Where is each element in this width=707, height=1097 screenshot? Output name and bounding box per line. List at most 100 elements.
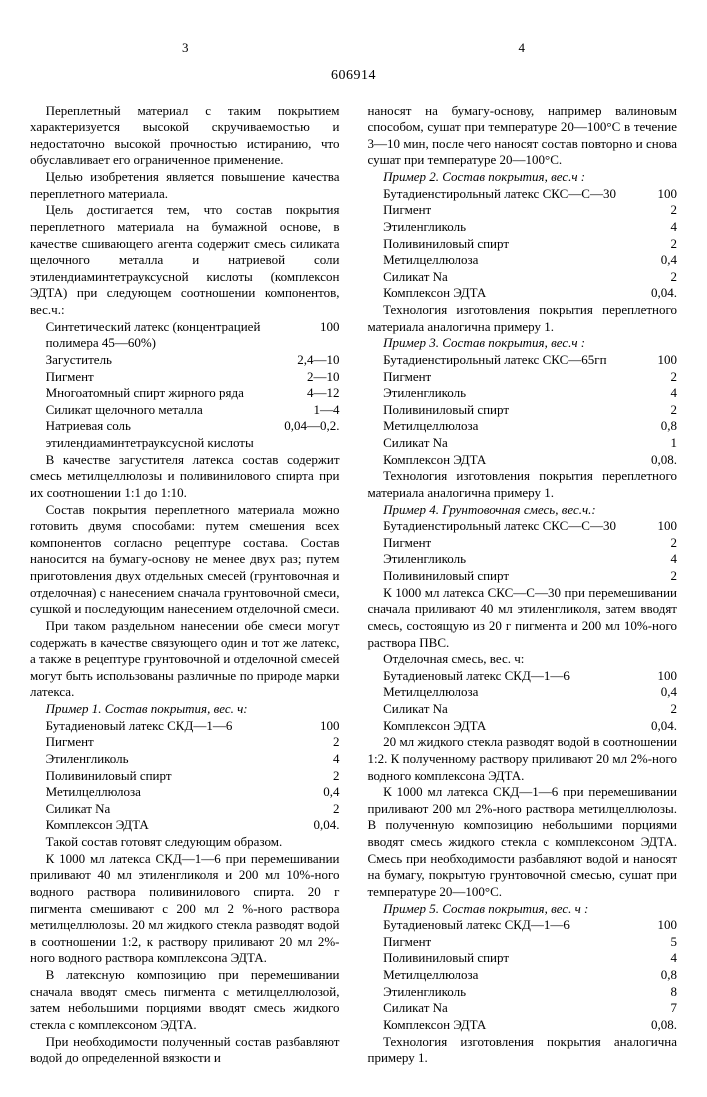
formula-label: Метилцеллюлоза — [383, 252, 661, 269]
formula-row: Пигмент2 — [368, 202, 678, 219]
formula-label: Бутадиеновый латекс СКД—1—6 — [383, 668, 657, 685]
formula-row: Силикат Na2 — [30, 801, 340, 818]
formula-value: 4 — [671, 551, 678, 568]
formula-row: Пигмент2 — [368, 535, 678, 552]
formula-row: Комплексон ЭДТА0,04. — [368, 718, 678, 735]
formula-label: Натриевая соль этилендиаминтетрауксусной… — [46, 418, 285, 451]
example-title: Пример 3. Состав покрытия, вес.ч : — [368, 335, 678, 352]
formula-row: Комплексон ЭДТА0,08. — [368, 1017, 678, 1034]
formula-row: Бутадиеновый латекс СКД—1—6100 — [368, 917, 678, 934]
formula-row: Бутадиеновый латекс СКД—1—6100 — [30, 718, 340, 735]
formula-row: Силикат Na7 — [368, 1000, 678, 1017]
formula-row: Пигмент2—10 — [30, 369, 340, 386]
formula-label: Пигмент — [383, 202, 670, 219]
formula-value: 2 — [671, 369, 678, 386]
example-title: Пример 2. Состав покрытия, вес.ч : — [368, 169, 678, 186]
formula-value: 0,4 — [323, 784, 339, 801]
formula-block: Бутадиеновый латекс СКД—1—6100Пигмент5По… — [368, 917, 678, 1033]
formula-value: 0,04. — [314, 817, 340, 834]
formula-label: Поливиниловый спирт — [46, 768, 333, 785]
para: Отделочная смесь, вес. ч: — [368, 651, 678, 668]
formula-row: Пигмент2 — [30, 734, 340, 751]
formula-value: 0,4 — [661, 684, 677, 701]
para: При необходимости полученный состав разб… — [30, 1034, 340, 1067]
formula-row: Комплексон ЭДТА0,04. — [30, 817, 340, 834]
para: Целью изобретения является повышение кач… — [30, 169, 340, 202]
example-title: Пример 1. Состав покрытия, вес. ч: — [30, 701, 340, 718]
formula-label: Метилцеллюлоза — [383, 684, 661, 701]
formula-label: Бутадиенстирольный латекс СКС—65гп — [383, 352, 657, 369]
formula-value: 0,04—0,2. — [284, 418, 339, 451]
formula-row: Метилцеллюлоза0,4 — [368, 684, 678, 701]
para: Состав покрытия переплетного материала м… — [30, 502, 340, 618]
formula-row: Поливиниловый спирт4 — [368, 950, 678, 967]
formula-label: Этиленгликоль — [46, 751, 333, 768]
formula-value: 1 — [671, 435, 678, 452]
formula-label: Многоатомный спирт жирного ряда — [46, 385, 307, 402]
formula-label: Этиленгликоль — [383, 984, 670, 1001]
formula-value: 0,04. — [651, 718, 677, 735]
para: К 1000 мл латекса СКД—1—6 при перемешива… — [30, 851, 340, 967]
formula-row: Бутадиенстирольный латекс СКС—С—30100 — [368, 186, 678, 203]
formula-row: Пигмент2 — [368, 369, 678, 386]
formula-value: 2 — [333, 768, 340, 785]
formula-value: 100 — [658, 917, 678, 934]
formula-value: 100 — [658, 186, 678, 203]
formula-value: 7 — [671, 1000, 678, 1017]
para: Технология изготовления покрытия аналоги… — [368, 1034, 678, 1067]
para: Технология изготовления покрытия перепле… — [368, 302, 678, 335]
formula-row: Силикат щелочного металла1—4 — [30, 402, 340, 419]
formula-label: Загуститель — [46, 352, 298, 369]
formula-value: 1—4 — [314, 402, 340, 419]
formula-row: Метилцеллюлоза0,8 — [368, 418, 678, 435]
formula-value: 2,4—10 — [297, 352, 339, 369]
formula-label: Метилцеллюлоза — [383, 418, 661, 435]
formula-value: 2 — [671, 535, 678, 552]
formula-block: Синтетический латекс (концентрацией поли… — [30, 319, 340, 452]
para: Такой состав готовят следующим образом. — [30, 834, 340, 851]
formula-value: 4—12 — [307, 385, 340, 402]
formula-label: Бутадиенстирольный латекс СКС—С—30 — [383, 518, 657, 535]
formula-row: Бутадиенстирольный латекс СКС—65гп100 — [368, 352, 678, 369]
para: При таком раздельном нанесении обе смеси… — [30, 618, 340, 701]
formula-label: Бутадиенстирольный латекс СКС—С—30 — [383, 186, 657, 203]
formula-label: Этиленгликоль — [383, 219, 670, 236]
para: К 1000 мл латекса СКС—С—30 при перемешив… — [368, 585, 678, 652]
formula-row: Метилцеллюлоза0,8 — [368, 967, 678, 984]
formula-row: Синтетический латекс (концентрацией поли… — [30, 319, 340, 352]
formula-row: Метилцеллюлоза0,4 — [368, 252, 678, 269]
formula-row: Этиленгликоль4 — [30, 751, 340, 768]
formula-value: 2 — [671, 701, 678, 718]
formula-label: Синтетический латекс (концентрацией поли… — [46, 319, 320, 352]
formula-value: 100 — [658, 518, 678, 535]
formula-label: Бутадиеновый латекс СКД—1—6 — [46, 718, 320, 735]
formula-row: Загуститель2,4—10 — [30, 352, 340, 369]
para: наносят на бумагу-основу, например валин… — [368, 103, 678, 170]
formula-label: Поливиниловый спирт — [383, 402, 670, 419]
formula-value: 4 — [671, 219, 678, 236]
formula-value: 100 — [320, 319, 340, 352]
formula-label: Этиленгликоль — [383, 385, 670, 402]
formula-block: Бутадиеновый латекс СКД—1—6100Пигмент2Эт… — [30, 718, 340, 834]
formula-label: Пигмент — [383, 934, 670, 951]
formula-label: Силикат Na — [383, 269, 670, 286]
formula-row: Силикат Na2 — [368, 269, 678, 286]
formula-label: Поливиниловый спирт — [383, 236, 670, 253]
example-title: Пример 5. Состав покрытия, вес. ч : — [368, 901, 678, 918]
formula-value: 4 — [333, 751, 340, 768]
formula-label: Силикат щелочного металла — [46, 402, 314, 419]
formula-label: Поливиниловый спирт — [383, 950, 670, 967]
para: Технология изготовления покрытия перепле… — [368, 468, 678, 501]
formula-block: Бутадиенстирольный латекс СКС—65гп100Пиг… — [368, 352, 678, 468]
formula-row: Этиленгликоль4 — [368, 219, 678, 236]
formula-label: Силикат Na — [383, 1000, 670, 1017]
formula-row: Пигмент5 — [368, 934, 678, 951]
formula-value: 100 — [320, 718, 340, 735]
para: Цель достигается тем, что состав покрыти… — [30, 202, 340, 318]
formula-label: Метилцеллюлоза — [383, 967, 661, 984]
formula-label: Силикат Na — [383, 701, 670, 718]
para: К 1000 мл латекса СКД—1—6 при перемешива… — [368, 784, 678, 900]
formula-label: Комплексон ЭДТА — [46, 817, 314, 834]
formula-label: Комплексон ЭДТА — [383, 285, 651, 302]
formula-value: 0,8 — [661, 418, 677, 435]
